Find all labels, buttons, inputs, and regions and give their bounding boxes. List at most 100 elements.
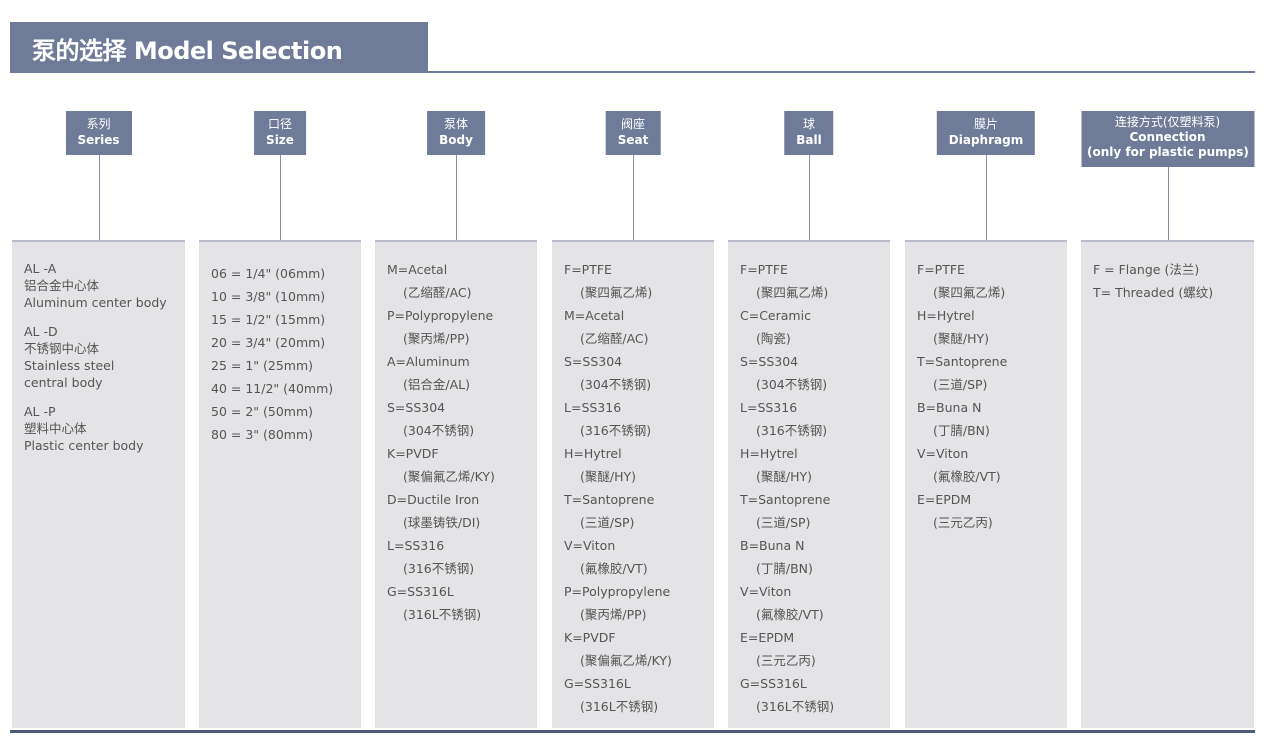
bottom-divider [10,730,1255,733]
option-line: (丁腈/BN) [933,423,990,438]
option-line: T=Santoprene [917,354,1008,369]
option-line: S=SS304 [564,354,623,369]
connector-line [809,155,810,240]
option-line: (聚醚/HY) [756,469,812,484]
header-en: Series [77,133,120,147]
option-line: (316不锈钢) [580,423,652,438]
options-list: F=PTFE (聚四氟乙烯) C=Ceramic (陶瓷) S=SS304 (304不锈钢… [740,258,834,718]
connector-line [456,155,457,240]
option-line: (三元乙丙) [756,653,816,668]
option-line: (三道/SP) [933,377,988,392]
header-zh: 膜片 [973,117,999,131]
option-line: (聚丙烯/PP) [580,607,647,622]
options-list: AL -A 铝合金中心体 Aluminum center body AL -D 不锈钢中… [24,260,167,454]
options-panel-ball: F=PTFE (聚四氟乙烯) C=Ceramic (陶瓷) S=SS304 (304不锈钢… [728,240,890,728]
column-header-body: 泵体 Body [427,111,485,155]
option-line: 06 = 1/4" (06mm) [211,266,326,281]
option-line: B=Buna N [740,538,805,553]
option-line: M=Acetal [564,308,625,323]
option-line: (304不锈钢) [756,377,828,392]
connector-line [280,155,281,240]
option-line: T=Santoprene [564,492,655,507]
header-zh: 系列 [86,117,111,131]
option-line: 40 = 11/2" (40mm) [211,381,334,396]
option-line: S=SS304 [387,400,446,415]
option-line: (304不锈钢) [580,377,652,392]
option-line: (304不锈钢) [403,423,475,438]
option-line: F=PTFE [917,262,965,277]
header-zh: 泵体 [443,117,468,131]
column-header-series: 系列 Series [65,111,132,155]
option-line: (聚偏氟乙烯/KY) [403,469,495,484]
option-line: Aluminum center body [24,295,167,310]
title-underline [10,71,1255,73]
option-line: (聚四氟乙烯) [580,285,653,300]
option-line: (乙缩醛/AC) [403,285,472,300]
options-list: F = Flange (法兰) T= Threaded (螺纹) [1093,258,1213,304]
option-line: M=Acetal [387,262,448,277]
header-zh: 球 [802,117,816,131]
option-line: (氟橡胶/VT) [756,607,824,622]
option-line: (三道/SP) [756,515,811,530]
option-line: 塑料中心体 [24,421,87,436]
header-zh: 连接方式(仅塑料泵) [1114,115,1221,129]
option-line: H=Hytrel [564,446,622,461]
options-panel-seat: F=PTFE (聚四氟乙烯) M=Acetal (乙缩醛/AC) S=SS304 (304… [552,240,714,728]
option-line: (氟橡胶/VT) [933,469,1001,484]
option-line: 15 = 1/2" (15mm) [211,312,326,327]
option-line: 50 = 2" (50mm) [211,404,314,419]
option-line: G=SS316L [564,676,631,691]
options-panel-body: M=Acetal (乙缩醛/AC) P=Polypropylene (聚丙烯/PP) A… [375,240,537,728]
option-line: T= Threaded (螺纹) [1093,285,1214,300]
column-header-size: 口径 Size [254,111,306,155]
connector-line [633,155,634,240]
option-line: K=PVDF [387,446,439,461]
option-line: AL -A [24,261,57,276]
option-line: G=SS316L [387,584,454,599]
option-line: V=Viton [564,538,616,553]
option-line: P=Polypropylene [387,308,494,323]
header-en: Body [439,133,473,147]
option-line: AL -D [24,324,58,339]
option-line: (丁腈/BN) [756,561,813,576]
option-line: (316L不锈钢) [756,699,835,714]
title-banner: 泵的选择 Model Selection [10,22,428,73]
option-line: 25 = 1" (25mm) [211,358,314,373]
option-line: T=Santoprene [740,492,831,507]
option-line: (316不锈钢) [403,561,475,576]
option-line: (球墨铸铁/DI) [403,515,481,530]
column-header-connection: 连接方式(仅塑料泵) Connection (only for plastic pu… [1081,111,1254,167]
options-list: 06 = 1/4" (06mm) 10 = 3/8" (10mm) 15 = 1/2… [211,262,333,446]
header-zh: 阀座 [620,117,645,131]
option-line: 铝合金中心体 [24,278,100,293]
option-line: (聚醚/HY) [933,331,989,346]
option-line: (乙缩醛/AC) [580,331,649,346]
option-line: (三元乙丙) [933,515,993,530]
option-line: E=EPDM [917,492,972,507]
option-line: B=Buna N [917,400,982,415]
option-line: F=PTFE [740,262,788,277]
group-spacer [24,311,167,323]
option-line: H=Hytrel [917,308,975,323]
connector-line [98,155,100,240]
option-line: 20 = 3/4" (20mm) [211,335,326,350]
options-panel-diaphragm: F=PTFE (聚四氟乙烯) H=Hytrel (聚醚/HY) T=Santoprene… [905,240,1067,728]
column-header-ball: 球 Ball [784,111,834,155]
option-line: (聚丙烯/PP) [403,331,470,346]
option-line: (陶瓷) [756,331,791,346]
header-zh: 口径 [267,117,293,131]
options-list: F=PTFE (聚四氟乙烯) H=Hytrel (聚醚/HY) T=Santoprene… [917,258,1007,534]
option-line: L=SS316 [740,400,798,415]
option-line: 80 = 3" (80mm) [211,427,314,442]
options-list: F=PTFE (聚四氟乙烯) M=Acetal (乙缩醛/AC) S=SS304 (304… [564,258,672,718]
connector-line [986,155,987,240]
option-line: V=Viton [740,584,792,599]
option-line: F=PTFE [564,262,612,277]
option-line: 不锈钢中心体 [24,341,100,356]
option-line: F = Flange (法兰) [1093,262,1200,277]
option-line: V=Viton [917,446,969,461]
page-title: 泵的选择 Model Selection [32,37,343,65]
option-line: (聚四氟乙烯) [756,285,829,300]
group-spacer [24,391,167,403]
option-line: H=Hytrel [740,446,798,461]
